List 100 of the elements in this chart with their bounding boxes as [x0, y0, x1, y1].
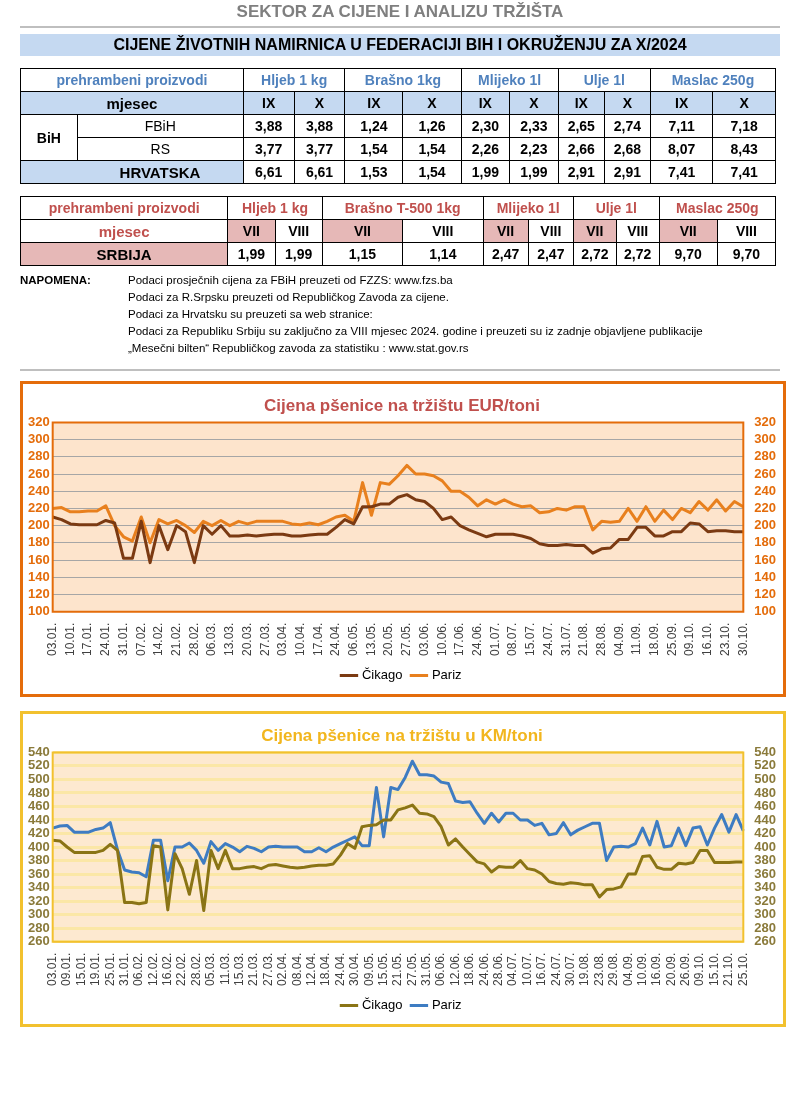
data-label: 7,41: [712, 160, 776, 184]
x-tick-label: 11.03.: [217, 952, 232, 986]
x-tick-label: VIII: [717, 219, 776, 243]
x-tick-label: X: [402, 91, 462, 115]
x-tick-label: 07.02.: [133, 622, 148, 657]
chart-title: CIJENE ŽIVOTNIH NAMIRNICA U FEDERACIJI BIH I OKRUŽENJU ZA X/2024: [20, 34, 780, 56]
y-tick-label: 240: [27, 482, 50, 498]
text: mjesec: [20, 219, 228, 243]
x-tick-label: 24.06.: [476, 952, 491, 987]
data-label: 7,11: [650, 114, 713, 138]
data-label: 1,14: [402, 242, 483, 266]
x-tick-label: 10.09.: [634, 952, 649, 987]
text: Brašno 1kg: [344, 68, 462, 92]
x-tick-label: VII: [322, 219, 403, 243]
data-label: 2,23: [509, 137, 559, 161]
x-tick-label: 03.06.: [416, 622, 431, 657]
y-tick-label: 180: [27, 534, 50, 550]
data-label: 3,77: [243, 137, 295, 161]
x-tick-label: 12.02.: [145, 952, 160, 987]
y-tick-label: 440: [27, 811, 50, 827]
y2-tick-label: 540: [754, 743, 777, 759]
x-tick-label: 21.08.: [576, 622, 591, 657]
data-label: 1,99: [227, 242, 275, 266]
x-tick-label: 27.05.: [404, 952, 419, 987]
x-tick-label: 26.09.: [678, 952, 693, 987]
x-tick-label: 09.05.: [361, 952, 376, 987]
x-tick-label: 31.01.: [116, 952, 131, 987]
x-tick-label: 31.05.: [419, 952, 434, 987]
data-label: 2,47: [483, 242, 529, 266]
y-tick-label: 520: [27, 757, 50, 773]
x-tick-label: 25.10.: [735, 952, 750, 987]
x-tick-label: 04.09.: [620, 952, 635, 987]
x-tick-label: VIII: [275, 219, 323, 243]
text: Podaci za Hrvatsku su preuzeti sa web stranice:: [128, 307, 374, 322]
data-label: 2,68: [604, 137, 651, 161]
x-tick-label: 20.09.: [663, 952, 678, 987]
x-tick-label: 01.07.: [487, 622, 502, 657]
data-label: 8,07: [650, 137, 713, 161]
x-tick-label: 04.09.: [611, 622, 626, 657]
x-tick-label: 16.07.: [534, 952, 549, 987]
data-label: 9,70: [659, 242, 718, 266]
x-tick-label: IX: [344, 91, 403, 115]
x-tick-label: 31.01.: [115, 622, 130, 657]
chart-title: Cijena pšenice na tržištu EUR/toni: [264, 395, 540, 415]
x-tick-label: 31.07.: [558, 622, 573, 657]
text: NAPOMENA:: [20, 273, 92, 288]
x-tick-label: 06.05.: [346, 622, 361, 657]
data-label: 7,18: [712, 114, 776, 138]
y2-tick-label: 380: [754, 852, 777, 868]
data-label: 2,91: [558, 160, 605, 184]
x-tick-label: IX: [650, 91, 713, 115]
x-tick-label: 22.02.: [174, 952, 189, 987]
x-tick-label: 20.05.: [381, 622, 396, 657]
y-tick-label: 500: [27, 771, 50, 787]
y2-tick-label: 260: [754, 465, 777, 481]
x-tick-label: 27.03.: [260, 952, 275, 987]
x-tick-label: VIII: [528, 219, 574, 243]
data-label: 2,33: [509, 114, 559, 138]
legend-label: Čikago: [361, 997, 403, 1013]
legend-label: Čikago: [361, 667, 403, 683]
y2-tick-label: 180: [754, 534, 777, 550]
annotation: Brašno T-500 1kg: [322, 196, 483, 220]
data-label: 9,70: [717, 242, 776, 266]
row-header-shading: SRBIJA: [20, 242, 228, 266]
x-tick-label: 10.07.: [519, 952, 534, 987]
annotation: Mlijeko 1l: [483, 196, 574, 220]
x-tick-label: 09.10.: [682, 622, 697, 657]
annotation: Podaci za R.Srpsku preuzeti od Republičkog Zavoda za cijene.: [128, 290, 450, 305]
x-tick-label: 15.10.: [706, 952, 721, 987]
text: Mlijeko 1l: [461, 68, 559, 92]
data-label: 1,54: [402, 160, 462, 184]
y2-tick-label: 240: [754, 482, 777, 498]
x-tick-label: 24.04.: [332, 952, 347, 987]
data-label: 1,54: [344, 137, 403, 161]
x-tick-label: 04.07.: [505, 952, 520, 987]
x-tick-label: 16.10.: [700, 622, 715, 657]
text: BiH: [20, 114, 78, 161]
data-label: 2,30: [461, 114, 510, 138]
y-tick-label: 300: [27, 906, 50, 922]
x-tick-label: 10.06.: [434, 622, 449, 657]
y-tick-label: 260: [27, 933, 50, 949]
x-tick-label: 08.07.: [505, 622, 520, 657]
y2-tick-label: 420: [754, 825, 777, 841]
y2-tick-label: 320: [754, 413, 777, 429]
data-label: 6,61: [294, 160, 345, 184]
data-label: 2,74: [604, 114, 651, 138]
x-tick-label: VIII: [402, 219, 483, 243]
y2-tick-label: 520: [754, 757, 777, 773]
x-tick-label: VII: [227, 219, 275, 243]
x-tick-label: 15.03.: [232, 952, 247, 987]
x-tick-label: 12.06.: [447, 952, 462, 987]
y-tick-label: FBiH: [77, 114, 244, 138]
x-tick-label: 05.03.: [203, 952, 218, 987]
x-tick-label: 13.05.: [363, 622, 378, 657]
y-tick-label: 220: [27, 499, 50, 515]
data-label: 2,72: [573, 242, 617, 266]
y2-tick-label: 300: [754, 431, 777, 447]
data-label: 2,47: [528, 242, 574, 266]
x-tick-label: 18.06.: [462, 952, 477, 987]
x-tick-label: VII: [659, 219, 718, 243]
